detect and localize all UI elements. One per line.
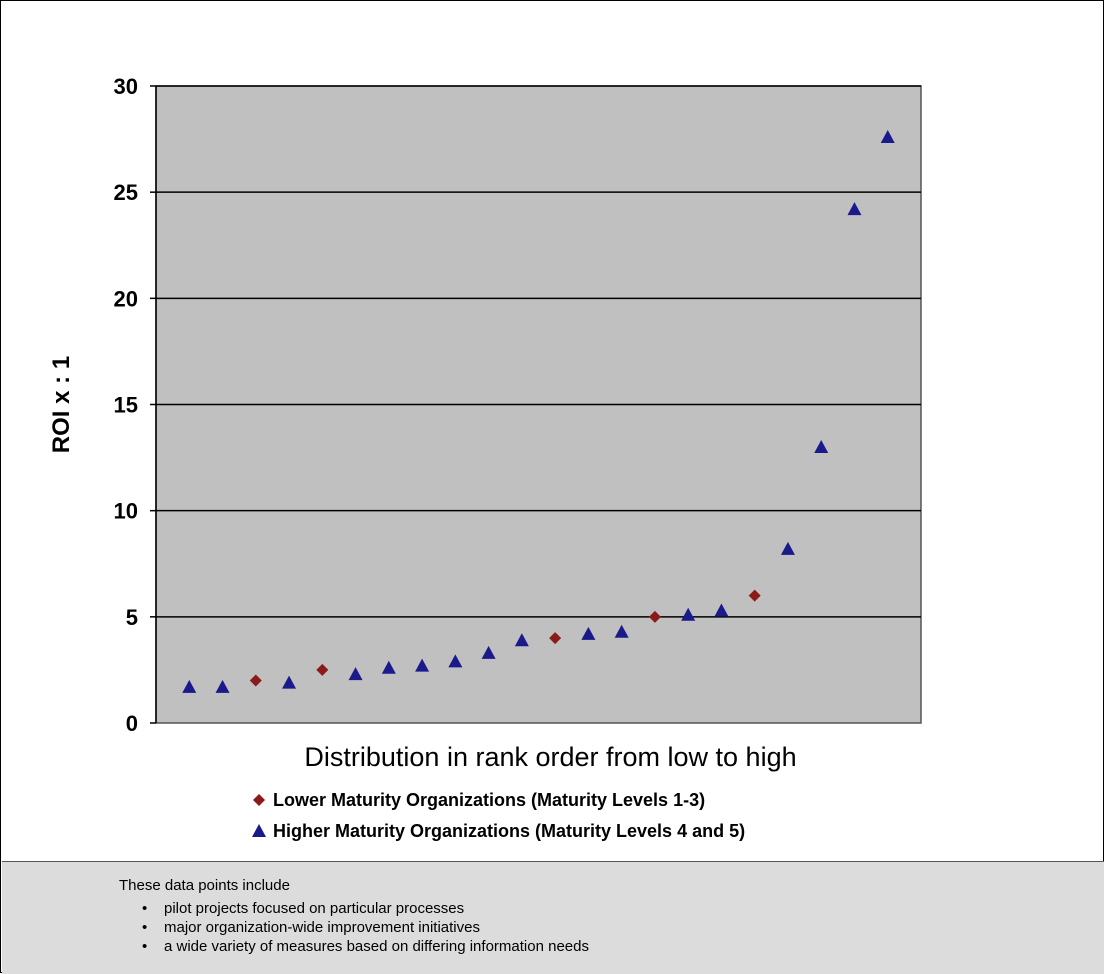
y-tick-label: 25 — [114, 180, 138, 205]
notes-item: • major organization-wide improvement ini… — [142, 918, 589, 937]
bullet-icon: • — [142, 900, 148, 917]
notes-item: • pilot projects focused on particular pr… — [142, 899, 589, 918]
data-points — [182, 129, 895, 693]
data-point-higher-maturity — [481, 645, 496, 659]
y-tick-label: 10 — [114, 499, 138, 524]
notes-panel: These data points include • pilot project… — [2, 861, 1104, 974]
legend: Lower Maturity Organizations (Maturity L… — [252, 790, 745, 841]
data-point-higher-maturity — [880, 129, 895, 143]
y-axis-title: ROI x : 1 — [48, 356, 75, 453]
y-tick-label: 30 — [114, 74, 138, 99]
legend-label: Higher Maturity Organizations (Maturity … — [273, 821, 745, 841]
data-point-higher-maturity — [681, 607, 696, 621]
gridlines — [150, 85, 921, 724]
data-point-higher-maturity — [381, 660, 396, 674]
data-point-higher-maturity — [614, 624, 629, 638]
legend-label: Lower Maturity Organizations (Maturity L… — [273, 790, 705, 810]
data-point-lower-maturity — [316, 663, 329, 676]
bullet-icon: • — [142, 938, 148, 955]
legend-marker — [253, 794, 265, 806]
y-tick-label: 20 — [114, 286, 138, 311]
data-point-higher-maturity — [415, 658, 430, 672]
data-point-lower-maturity — [748, 589, 761, 602]
y-tick-labels: 0 5 10 15 20 25 30 — [114, 74, 138, 736]
notes-list: • pilot projects focused on particular pr… — [142, 899, 589, 956]
data-point-higher-maturity — [814, 439, 829, 453]
notes-item-text: pilot projects focused on particular pro… — [164, 900, 465, 917]
y-tick-label: 15 — [114, 393, 138, 418]
notes-item: • a wide variety of measures based on dif… — [142, 937, 589, 956]
y-tick-label: 5 — [126, 605, 138, 630]
data-point-higher-maturity — [182, 679, 197, 693]
x-axis-title: Distribution in rank order from low to h… — [304, 742, 796, 772]
data-point-higher-maturity — [714, 603, 729, 617]
data-point-higher-maturity — [282, 675, 297, 689]
y-tick-label: 0 — [126, 711, 138, 736]
data-point-lower-maturity — [648, 610, 661, 623]
notes-heading: These data points include — [119, 877, 290, 894]
data-point-higher-maturity — [514, 633, 529, 647]
data-point-higher-maturity — [780, 541, 795, 555]
notes-item-text: major organization-wide improvement init… — [164, 919, 480, 936]
data-point-higher-maturity — [348, 667, 363, 681]
legend-marker — [252, 824, 266, 837]
bullet-icon: • — [142, 919, 148, 936]
data-point-lower-maturity — [249, 674, 262, 687]
notes-item-text: a wide variety of measures based on diff… — [164, 938, 589, 955]
chart: 0 5 10 15 20 25 30 ROI x : 1 Distribution in r… — [48, 74, 922, 841]
data-point-higher-maturity — [448, 654, 463, 668]
data-point-lower-maturity — [549, 632, 562, 645]
data-point-higher-maturity — [581, 626, 596, 640]
data-point-higher-maturity — [847, 202, 862, 216]
data-point-higher-maturity — [215, 679, 230, 693]
